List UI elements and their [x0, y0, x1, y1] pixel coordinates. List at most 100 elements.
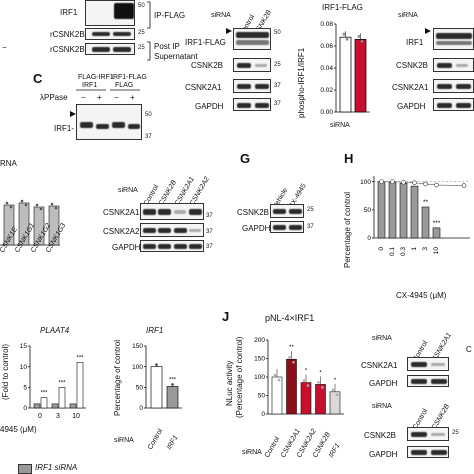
row-irf1-e: IRF1 — [406, 38, 424, 47]
bar — [421, 206, 430, 239]
xcat-i-control: Control — [146, 427, 165, 451]
y-tick-label: 50 — [258, 393, 266, 400]
y-tick-label: 50 — [136, 385, 144, 392]
mw-25-b: 25 — [138, 45, 145, 51]
chart-j-title: pNL-4×IRF1 — [265, 313, 315, 323]
y-tick-label: 100 — [360, 179, 371, 186]
bar — [69, 403, 77, 409]
bar — [377, 181, 386, 239]
row-csnk2b-d: CSNK2B — [191, 61, 224, 70]
data-point — [292, 360, 295, 364]
bar — [33, 206, 45, 246]
data-point — [20, 199, 24, 203]
significance-stars: * — [319, 370, 322, 376]
col-irf1-flag: IRF1-FLAG — [111, 74, 147, 81]
data-point — [35, 203, 39, 207]
edge-letter-c: C — [466, 345, 472, 354]
y-tick-label: 0 — [139, 405, 143, 412]
bar — [410, 185, 419, 239]
mw-g-37: 37 — [307, 224, 314, 230]
y-tick-label: 50 — [364, 207, 372, 214]
data-point — [306, 384, 310, 387]
row-gapdh-e: GAPDH — [397, 102, 426, 111]
arrowhead-icon — [425, 28, 431, 34]
bar — [329, 391, 341, 415]
blot-e-irf1 — [433, 28, 474, 50]
chart-i-ylabel-right: Percentage of control — [113, 339, 122, 416]
chart-j-ylabel-1: NLuc activity — [225, 360, 234, 406]
data-point — [288, 355, 291, 359]
blot-f-gapdh — [140, 240, 204, 252]
chart-h-ylabel: Percentage of control — [343, 191, 352, 268]
row-irf1: IRF1- — [54, 124, 74, 133]
data-point — [360, 40, 364, 43]
row-csnk2a1-e: CSNK2A1 — [392, 83, 429, 92]
row-f-csnk2a2: CSNK2A2 — [103, 227, 140, 236]
bar — [3, 204, 15, 246]
blot-j1-csnk2a1 — [407, 357, 449, 371]
blot-label-irf1: IRF1 — [60, 8, 78, 17]
significance-stars: * — [334, 378, 337, 384]
row-j2-csnk2b: CSNK2B — [364, 431, 397, 440]
bracket-post — [147, 41, 151, 61]
blot-d-csnk2b — [233, 58, 271, 72]
y-tick-label: 0 — [367, 235, 371, 242]
row-g-gapdh: GAPDH — [242, 224, 271, 233]
sirna-label-j2: siRNA — [372, 403, 392, 410]
sirna-label-e: siRNA — [398, 12, 418, 19]
data-point — [273, 373, 277, 377]
chart-i-left-plot: 0 5 10 15 *** 0 *** 3 *** 10 — [20, 343, 86, 420]
panel-letter-c: C — [33, 71, 43, 86]
blot-f-csnk2a1 — [140, 203, 204, 220]
blot-d-gapdh — [233, 98, 271, 111]
bar — [76, 362, 84, 409]
data-point — [317, 381, 320, 384]
x-tick-label: 10 — [433, 247, 440, 255]
chart-h-xlabel: CX-4945 (μM) — [396, 291, 447, 300]
significance-stars: *** — [40, 391, 48, 397]
bracket-ip — [147, 1, 151, 29]
significance-stars: ** — [423, 199, 429, 206]
col-flag-irf1-sub: IRF1 — [82, 82, 98, 89]
col-underline — [76, 89, 140, 91]
blot-g-csnk2b — [270, 204, 304, 218]
blot-f-csnk2a2 — [140, 223, 204, 237]
mw-d-25: 25 — [274, 62, 281, 68]
bar — [300, 382, 312, 415]
sirna-label-j: siRNA — [242, 449, 262, 456]
mw-50: 50 — [138, 3, 145, 9]
chart-i-title-right: IRF1 — [146, 326, 164, 335]
bar — [432, 227, 441, 239]
chart-i-ylabel-left: (Fold to control) — [1, 343, 10, 400]
chart-j-ylabel-2: (Percentage of control) — [235, 336, 244, 418]
data-point — [277, 378, 281, 382]
bar — [286, 358, 297, 415]
sirna-label-f: siRNA — [118, 187, 138, 194]
bar — [48, 205, 60, 246]
lambda-ppase-label: λPPase — [40, 93, 68, 102]
significance-stars: *** — [433, 220, 441, 227]
x-tick-label: 0 — [378, 247, 385, 251]
y-tick-label: 100 — [254, 374, 265, 381]
y-tick-label: 0.04 — [320, 65, 333, 72]
bar — [18, 202, 30, 246]
y-tick-label: 0.00 — [320, 109, 333, 116]
sirna-label-d: siRNA — [211, 12, 231, 19]
chart-f-plot — [0, 199, 60, 246]
mw-25: 25 — [138, 30, 145, 36]
mw-f-37c: 37 — [206, 244, 213, 250]
chart-i-xlabel-left: 4945 (μM) — [0, 425, 37, 434]
blot-j1-gapdh — [407, 375, 449, 387]
y-tick-label: 0 — [261, 411, 265, 418]
data-point — [5, 201, 9, 205]
row-g-csnk2b: CSNK2B — [237, 208, 270, 217]
significance-stars: ** — [289, 345, 294, 351]
blot-rcsnk2b-post — [85, 43, 135, 55]
data-point — [39, 207, 43, 211]
sirna-label-j1: siRNA — [372, 335, 392, 342]
data-point — [50, 202, 54, 206]
mw-d-37: 37 — [274, 83, 281, 89]
data-point — [302, 379, 306, 382]
chart-d-ylabel: phospho-IRF1/IRF1 — [297, 47, 306, 118]
